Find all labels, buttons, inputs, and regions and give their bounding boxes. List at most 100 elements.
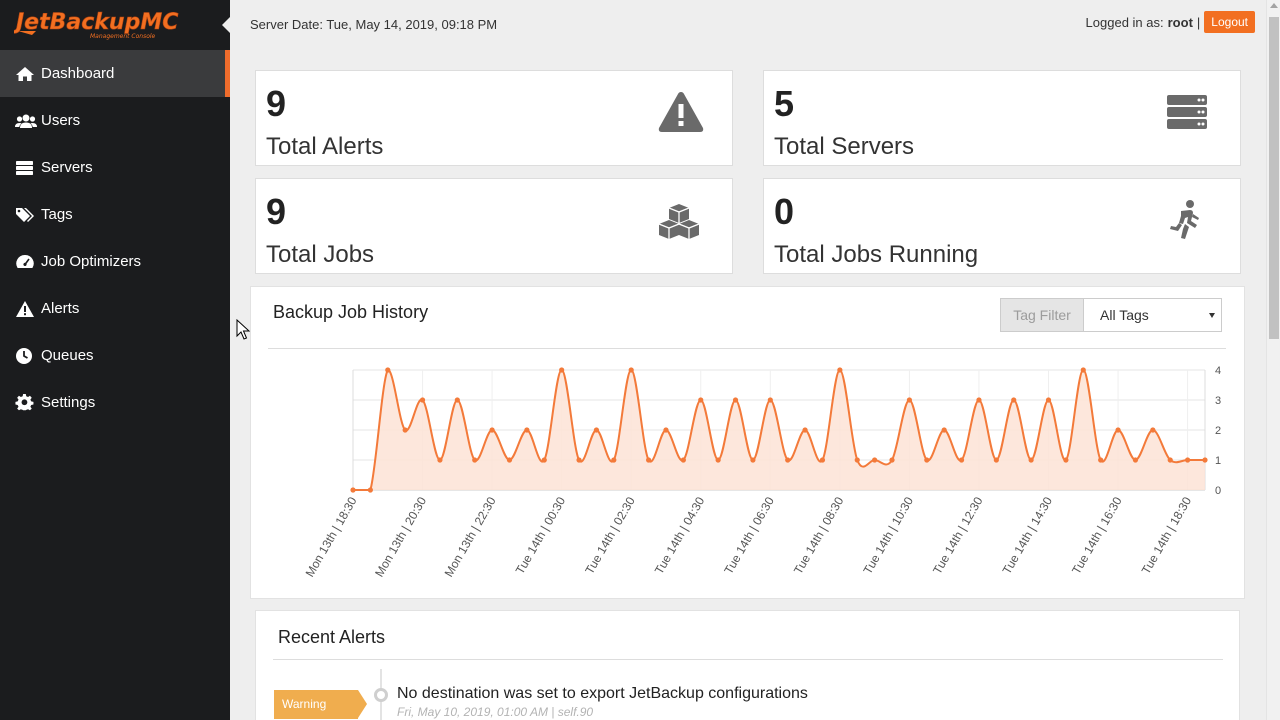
data-point bbox=[524, 427, 530, 433]
stat-value: 5 bbox=[774, 83, 795, 124]
x-tick-label: Tue 14th | 08:30 bbox=[791, 494, 847, 576]
data-point bbox=[767, 397, 773, 403]
cubes-icon bbox=[658, 203, 700, 244]
alert-severity-badge: Warning bbox=[274, 690, 367, 719]
data-point bbox=[611, 457, 617, 463]
stat-label: Total Jobs bbox=[266, 241, 375, 268]
data-point bbox=[576, 457, 582, 463]
data-point bbox=[1063, 457, 1069, 463]
sidebar-item-servers[interactable]: Servers bbox=[0, 144, 230, 191]
sidebar: JetBackupMC Management Console Dashboard… bbox=[0, 0, 230, 720]
users-icon bbox=[15, 112, 37, 130]
sidebar-item-label: Queues bbox=[41, 347, 94, 364]
data-point bbox=[419, 397, 426, 403]
scroll-up-arrow-icon[interactable] bbox=[1270, 3, 1278, 8]
data-point bbox=[506, 457, 513, 463]
y-tick-label: 0 bbox=[1215, 485, 1221, 497]
sidebar-item-label: Job Optimizers bbox=[41, 253, 142, 270]
sidebar-item-users[interactable]: Users bbox=[0, 97, 230, 144]
data-point bbox=[454, 397, 460, 403]
login-info: Logged in as: root | Logout bbox=[1086, 11, 1255, 33]
data-point bbox=[385, 367, 391, 373]
data-point bbox=[976, 397, 982, 403]
data-point bbox=[993, 457, 999, 463]
server-date: Server Date: Tue, May 14, 2019, 09:18 PM bbox=[250, 17, 498, 32]
mouse-cursor-icon bbox=[236, 319, 250, 340]
data-point bbox=[732, 397, 739, 403]
backup-job-history-chart: 0 1 2 3 4 Mon 13th | 18:30 Mon 13th | 20:30 Mon… bbox=[303, 365, 1222, 579]
dashboard-gauge-icon bbox=[15, 253, 37, 271]
running-person-icon bbox=[1168, 199, 1202, 246]
data-point bbox=[1202, 457, 1208, 463]
x-tick-label: Tue 14th | 12:30 bbox=[930, 494, 986, 576]
data-point bbox=[663, 427, 669, 433]
y-tick-label: 3 bbox=[1215, 395, 1221, 407]
data-point bbox=[593, 427, 600, 433]
data-point bbox=[541, 457, 547, 463]
x-tick-label: Tue 14th | 14:30 bbox=[1000, 494, 1056, 576]
gear-icon bbox=[15, 393, 37, 412]
x-tick-label: Tue 14th | 16:30 bbox=[1069, 494, 1125, 576]
tag-filter-label: Tag Filter bbox=[1000, 298, 1084, 332]
x-tick-label: Tue 14th | 00:30 bbox=[513, 494, 569, 576]
server-stack-icon bbox=[1166, 94, 1208, 135]
sidebar-item-job-optimizers[interactable]: Job Optimizers bbox=[0, 238, 230, 285]
scrollbar-thumb[interactable] bbox=[1269, 17, 1279, 339]
x-tick-label: Tue 14th | 04:30 bbox=[652, 494, 708, 576]
data-point bbox=[367, 487, 373, 493]
logout-button[interactable]: Logout bbox=[1204, 11, 1255, 33]
sidebar-item-queues[interactable]: Queues bbox=[0, 332, 230, 379]
data-point bbox=[1011, 397, 1017, 403]
stat-card-total-alerts[interactable]: 9 Total Alerts bbox=[255, 70, 733, 166]
chart-divider bbox=[268, 348, 1226, 349]
y-tick-label: 2 bbox=[1215, 425, 1221, 437]
sidebar-item-alerts[interactable]: Alerts bbox=[0, 285, 230, 332]
tags-icon bbox=[15, 206, 37, 224]
alert-meta: Fri, May 10, 2019, 01:00 AM | self.90 bbox=[397, 705, 594, 719]
data-point bbox=[1167, 457, 1173, 463]
data-point bbox=[854, 457, 860, 463]
data-point bbox=[645, 457, 652, 463]
backup-job-history-panel: Backup Job History Tag Filter All Tags 0… bbox=[250, 286, 1245, 599]
logo[interactable]: JetBackupMC Management Console bbox=[0, 0, 230, 50]
data-point bbox=[1045, 397, 1052, 403]
x-tick-label: Tue 14th | 02:30 bbox=[582, 494, 638, 576]
clock-icon bbox=[15, 347, 37, 365]
data-point bbox=[350, 487, 356, 493]
data-point bbox=[750, 457, 756, 463]
sidebar-item-label: Users bbox=[41, 112, 81, 129]
tag-filter-select[interactable]: All Tags bbox=[1083, 298, 1222, 332]
sidebar-item-label: Settings bbox=[41, 394, 96, 411]
sidebar-item-dashboard[interactable]: Dashboard bbox=[0, 50, 230, 97]
y-tick-label: 4 bbox=[1215, 365, 1221, 377]
stat-label: Total Servers bbox=[774, 133, 915, 160]
data-point bbox=[924, 457, 930, 463]
alert-message[interactable]: No destination was set to export JetBack… bbox=[397, 685, 808, 702]
data-point bbox=[402, 427, 408, 433]
sidebar-item-settings[interactable]: Settings bbox=[0, 379, 230, 426]
data-point bbox=[1098, 457, 1104, 463]
warning-icon bbox=[658, 91, 704, 138]
sidebar-item-label: Tags bbox=[41, 206, 73, 223]
data-point bbox=[837, 367, 843, 373]
data-point bbox=[941, 427, 947, 433]
stat-card-total-jobs[interactable]: 9 Total Jobs bbox=[255, 178, 733, 274]
sidebar-item-tags[interactable]: Tags bbox=[0, 191, 230, 238]
recent-alerts-divider bbox=[273, 659, 1223, 660]
username: root bbox=[1167, 14, 1193, 30]
servers-icon bbox=[15, 159, 37, 177]
stat-value: 0 bbox=[774, 191, 795, 232]
data-point bbox=[437, 457, 443, 463]
sidebar-item-label: Servers bbox=[41, 159, 93, 176]
top-bar: Server Date: Tue, May 14, 2019, 09:18 PM… bbox=[230, 0, 1266, 50]
data-point bbox=[1080, 367, 1086, 373]
x-tick-label: Tue 14th | 18:30 bbox=[1139, 494, 1195, 576]
stat-label: Total Alerts bbox=[266, 133, 384, 160]
data-point bbox=[889, 457, 895, 463]
stat-card-total-jobs-running[interactable]: 0 Total Jobs Running bbox=[763, 178, 1241, 274]
stat-value: 9 bbox=[266, 83, 287, 124]
timeline-dot bbox=[374, 688, 388, 702]
stat-card-total-servers[interactable]: 5 Total Servers bbox=[763, 70, 1241, 166]
sidebar-item-label: Alerts bbox=[41, 300, 80, 317]
vertical-scrollbar[interactable] bbox=[1266, 0, 1280, 720]
